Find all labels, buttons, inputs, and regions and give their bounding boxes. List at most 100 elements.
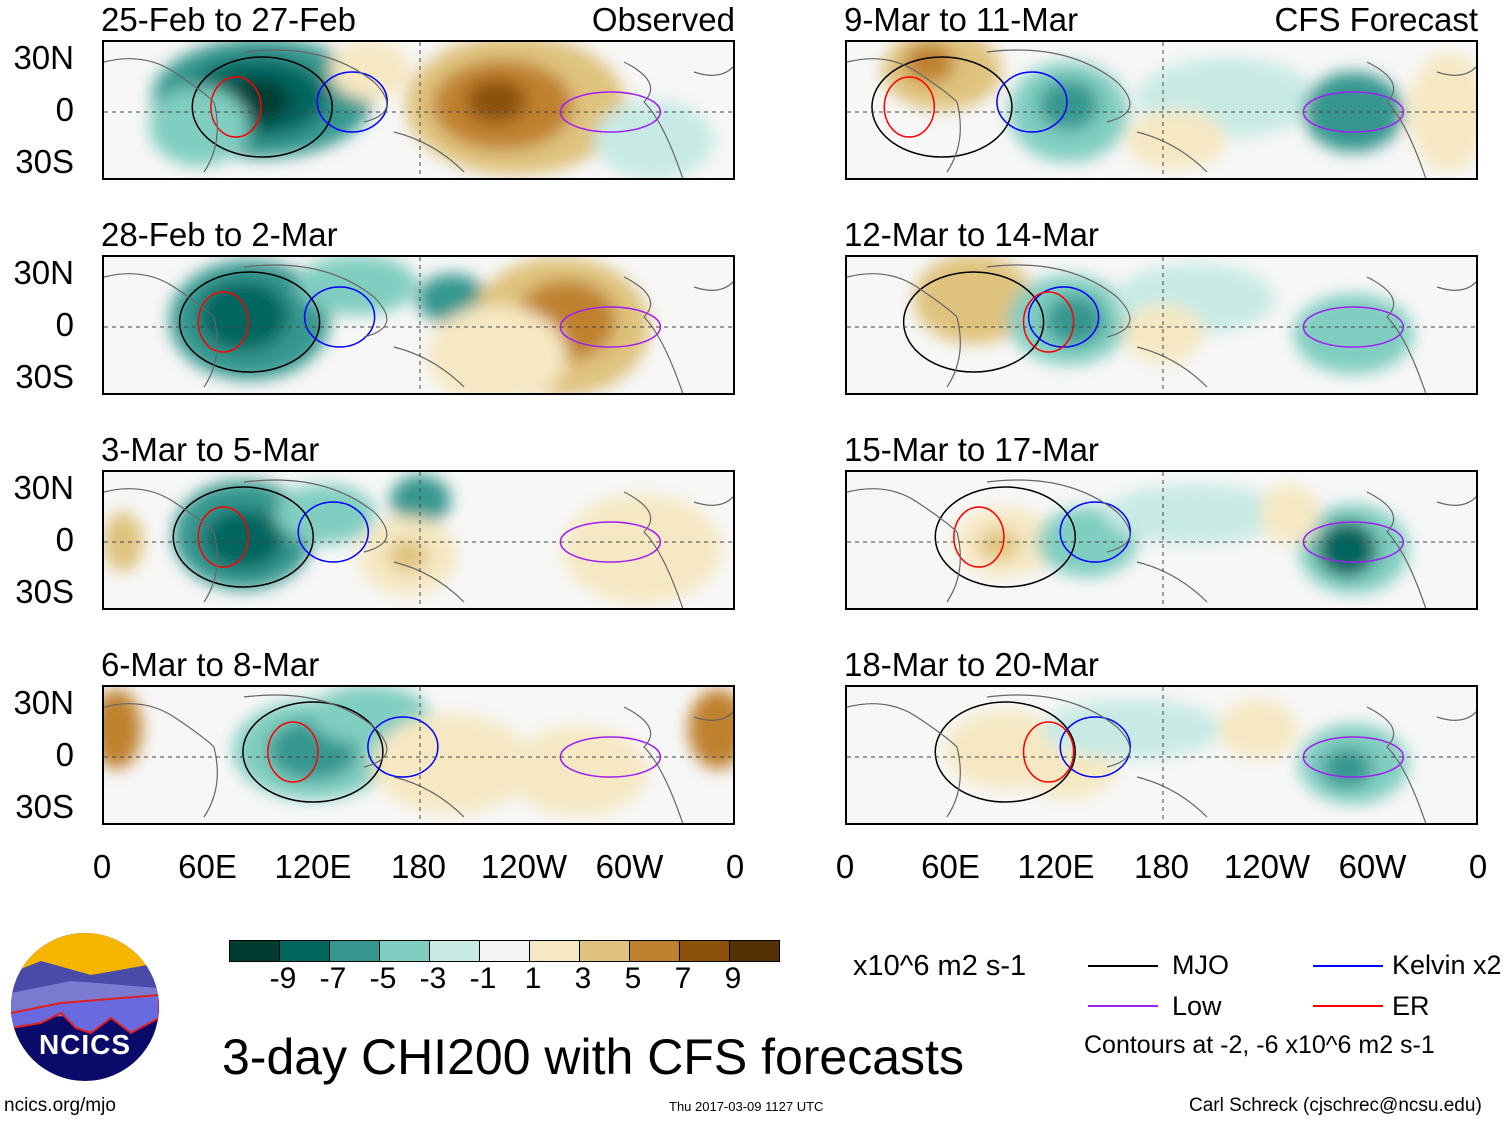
colorbar-swatch	[330, 941, 380, 961]
lon-tick-label: 60W	[595, 848, 664, 885]
coastlines	[847, 49, 1476, 178]
panel-title: 25-Feb to 27-Feb	[101, 1, 356, 38]
map-panel	[102, 255, 735, 395]
map-panel	[845, 40, 1478, 180]
kelvin-contour	[367, 716, 439, 778]
lat-tick-label: 30S	[15, 573, 74, 610]
colorbar-units: x10^6 m2 s-1	[853, 950, 1027, 982]
anomaly-region	[1322, 748, 1373, 789]
er-contour	[1022, 721, 1075, 783]
mjo-contour	[934, 701, 1076, 803]
anomaly-region	[372, 714, 533, 814]
mjo-line-swatch	[1088, 965, 1158, 967]
panel-title: 18-Mar to 20-Mar	[844, 646, 1099, 683]
map-panel	[845, 685, 1478, 825]
colorbar-tick-label: 5	[624, 962, 642, 995]
coastlines	[104, 479, 733, 608]
anomaly-region	[275, 484, 376, 544]
colorbar-swatch	[530, 941, 580, 961]
colorbar-tick-label: 9	[724, 962, 742, 995]
map-panel	[102, 685, 735, 825]
anomaly-region	[329, 42, 410, 100]
anomaly-region	[1105, 484, 1286, 544]
colorbar-swatch	[380, 941, 430, 961]
anomaly-region	[148, 86, 249, 166]
er-contour	[197, 506, 250, 568]
anomaly-region	[104, 689, 142, 769]
colorbar-tick-label: 7	[674, 962, 692, 995]
lon-tick-label: 120W	[1223, 848, 1311, 885]
lat-tick-label: 0	[55, 736, 74, 773]
colorbar-swatch	[580, 941, 630, 961]
legend-kelvin: Kelvin x2	[1392, 950, 1502, 980]
anomaly-region	[1038, 80, 1099, 130]
legend-er: ER	[1392, 991, 1430, 1021]
lat-tick-label: 30N	[13, 469, 74, 506]
colorbar-tick-label: -5	[369, 962, 397, 995]
low-line-swatch	[1088, 1005, 1158, 1007]
map-panel	[102, 40, 735, 180]
anomaly-region	[562, 494, 723, 604]
er-contour	[197, 291, 250, 353]
footer-author: Carl Schreck (cjschrec@ncsu.edu)	[1189, 1095, 1482, 1116]
footer-timestamp: Thu 2017-03-09 1127 UTC	[669, 1099, 824, 1114]
lon-tick-label: 180	[390, 848, 447, 885]
kelvin-contour	[303, 286, 376, 348]
panel-title: 6-Mar to 8-Mar	[101, 646, 320, 683]
mjo-contour	[191, 56, 333, 158]
coastlines	[847, 264, 1476, 393]
panel-title: 28-Feb to 2-Mar	[101, 216, 338, 253]
colorbar-swatch	[630, 941, 680, 961]
anomaly-region	[508, 726, 649, 816]
colorbar-tick-label: 3	[574, 962, 592, 995]
coastlines	[104, 264, 733, 393]
footer-url[interactable]: ncics.org/mjo	[4, 1095, 116, 1116]
lat-tick-label: 30N	[13, 684, 74, 721]
colorbar-swatch	[430, 941, 480, 961]
mjo-contour	[902, 271, 1045, 373]
panel-title: 3-Mar to 5-Mar	[101, 431, 320, 468]
colorbar-tick-label: -7	[319, 962, 347, 995]
anomaly-region	[1218, 699, 1299, 759]
anomaly-region	[387, 540, 428, 572]
contour-note: Contours at -2, -6 x10^6 m2 s-1	[1084, 1031, 1435, 1059]
panel-source-label: Observed	[591, 1, 735, 38]
colorbar-swatch	[730, 941, 779, 961]
colorbar-swatch	[480, 941, 530, 961]
er-contour	[267, 721, 319, 783]
colorbar	[229, 940, 780, 962]
colorbar-tick-label: 1	[524, 962, 542, 995]
ncics-logo: NCICS	[11, 933, 159, 1081]
mjo-contour	[871, 56, 1013, 158]
lon-tick-label: 60E	[178, 848, 237, 885]
er-contour	[1022, 291, 1075, 353]
panel-source-label: CFS Forecast	[1274, 1, 1478, 38]
kelvin-contour	[297, 501, 370, 563]
anomaly-region	[594, 100, 715, 178]
legend-mjo: MJO	[1172, 950, 1229, 980]
mjo-contour	[178, 271, 321, 373]
anomaly-region	[1317, 521, 1378, 577]
lon-tick-label: 0	[1468, 848, 1488, 885]
lon-tick-label: 60W	[1338, 848, 1407, 885]
anomaly-region	[1041, 699, 1222, 759]
lat-tick-label: 0	[55, 91, 74, 128]
kelvin-line-swatch	[1313, 965, 1383, 967]
anomaly-region	[198, 280, 289, 351]
lat-tick-label: 30N	[13, 39, 74, 76]
colorbar-swatch	[680, 941, 730, 961]
figure-title: 3-day CHI200 with CFS forecasts	[222, 1029, 964, 1085]
colorbar-tick-label: -3	[419, 962, 447, 995]
anomaly-region	[978, 529, 1019, 560]
panel-title: 9-Mar to 11-Mar	[844, 1, 1079, 38]
colorbar-swatch	[280, 941, 330, 961]
anomaly-region	[203, 509, 284, 570]
mjo-contour	[172, 486, 315, 588]
legend-low: Low	[1172, 991, 1222, 1021]
lon-tick-label: 0	[725, 848, 745, 885]
anomaly-region	[688, 689, 733, 769]
colorbar-swatch	[230, 941, 280, 961]
lon-tick-label: 0	[835, 848, 855, 885]
anomaly-region	[913, 257, 1034, 344]
colorbar-tick-label: -9	[269, 962, 297, 995]
